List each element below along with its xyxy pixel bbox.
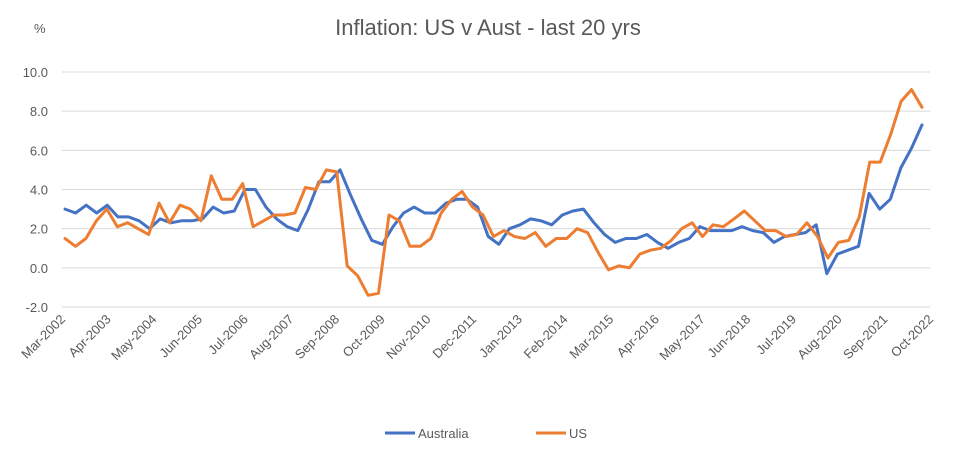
- x-tick-label: Sep-2021: [840, 312, 890, 362]
- x-tick-label: Jul-2006: [205, 312, 251, 358]
- y-axis-unit-label: %: [34, 21, 46, 36]
- x-tick-label: Jun-2005: [156, 312, 205, 361]
- y-tick-label: 0.0: [30, 261, 48, 276]
- y-tick-label: 10.0: [23, 65, 48, 80]
- y-tick-label: 2.0: [30, 222, 48, 237]
- x-tick-label: May-2004: [108, 312, 159, 363]
- x-tick-label: Feb-2014: [521, 312, 571, 362]
- x-tick-label: Apr-2016: [614, 312, 662, 360]
- y-tick-label: 6.0: [30, 143, 48, 158]
- y-tick-label: -2.0: [26, 300, 48, 315]
- x-tick-label: Nov-2010: [383, 312, 433, 362]
- x-tick-label: May-2017: [656, 312, 707, 363]
- legend: Australia US: [385, 426, 587, 441]
- series-lines: [63, 88, 924, 297]
- legend-label-us: US: [569, 426, 587, 441]
- series-line-us: [63, 88, 924, 297]
- x-tick-label: Mar-2015: [566, 312, 616, 362]
- x-tick-label: Oct-2009: [339, 312, 387, 360]
- x-tick-label: Apr-2003: [65, 312, 113, 360]
- y-axis-tick-labels: -2.0 0.0 2.0 4.0 6.0 8.0 10.0: [23, 65, 48, 315]
- x-tick-label: Oct-2022: [888, 312, 936, 360]
- y-tick-label: 4.0: [30, 183, 48, 198]
- chart-title: Inflation: US v Aust - last 20 yrs: [335, 15, 641, 40]
- series-line-australia: [63, 123, 924, 276]
- gridlines: [62, 71, 930, 308]
- x-tick-label: Aug-2007: [246, 312, 296, 362]
- x-tick-label: Sep-2008: [292, 312, 342, 362]
- x-tick-label: Dec-2011: [429, 312, 479, 362]
- y-tick-label: 8.0: [30, 104, 48, 119]
- x-tick-label: Jan-2013: [476, 312, 525, 361]
- x-tick-label: Mar-2002: [18, 312, 68, 362]
- x-tick-label: Aug-2020: [794, 312, 844, 362]
- x-tick-label: Jun-2018: [704, 312, 753, 361]
- x-tick-label: Jul-2019: [753, 312, 799, 358]
- legend-label-australia: Australia: [418, 426, 469, 441]
